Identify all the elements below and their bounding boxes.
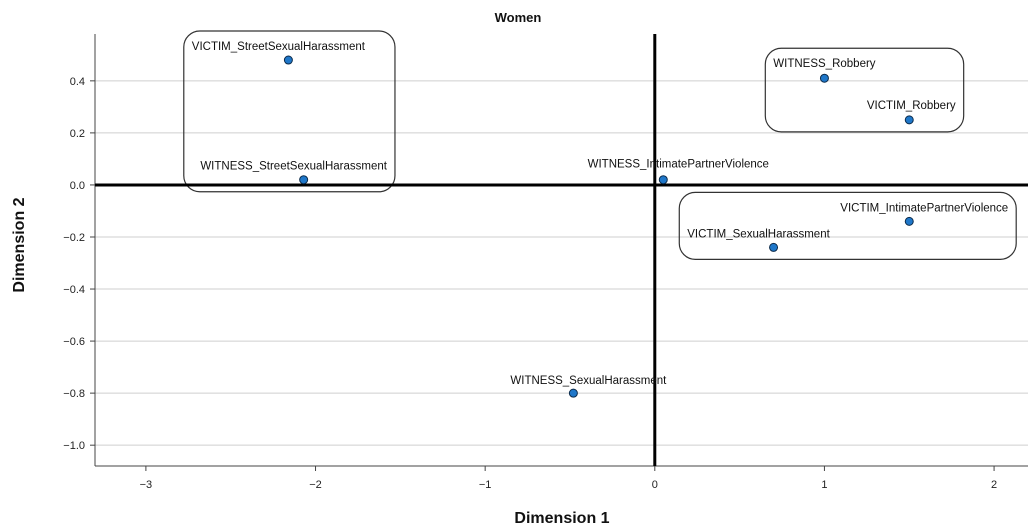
data-point	[904, 115, 914, 125]
group-box	[764, 47, 965, 133]
gridlines	[95, 80, 1028, 446]
x-tick-label: 0	[652, 479, 658, 491]
group-box	[183, 30, 396, 193]
data-point	[658, 175, 668, 185]
point-label: VICTIM_SexualHarassment	[687, 228, 830, 240]
x-tick-label: −3	[140, 479, 153, 491]
x-axis-title: Dimension 1	[514, 510, 609, 527]
y-tick-label: −1.0	[63, 440, 85, 452]
y-tick-label: 0.2	[70, 128, 85, 140]
axes: 0.4 0.2 0.0 −0.2 −0.4 −0.6 −0.8 −1.0 −3 −2 −1 0 1 2	[63, 34, 1028, 491]
point-label: WITNESS_SexualHarassment	[510, 375, 667, 387]
group-boxes	[183, 30, 1017, 260]
point-label: VICTIM_Robbery	[867, 100, 956, 112]
data-point	[568, 388, 578, 398]
y-tick-label: 0.0	[70, 180, 85, 192]
x-tick-label: −2	[309, 479, 322, 491]
y-tick-label: −0.2	[63, 232, 85, 244]
point-labels: VICTIM_StreetSexualHarassment WITNESS_Str…	[192, 41, 1008, 387]
data-point	[904, 216, 914, 226]
x-tick-label: 1	[821, 479, 827, 491]
point-label: VICTIM_IntimatePartnerViolence	[840, 202, 1008, 214]
point-label: VICTIM_StreetSexualHarassment	[192, 41, 366, 53]
y-tick-label: −0.8	[63, 388, 85, 400]
x-tick-label: −1	[479, 479, 492, 491]
data-point	[283, 55, 293, 65]
group-box	[678, 191, 1017, 260]
data-points	[283, 55, 914, 398]
point-label: WITNESS_Robbery	[773, 58, 876, 70]
chart-title: Women	[495, 10, 542, 25]
y-tick-label: −0.6	[63, 336, 85, 348]
y-axis-title: Dimension 2	[11, 197, 28, 292]
point-label: WITNESS_StreetSexualHarassment	[200, 161, 387, 173]
data-point	[819, 73, 829, 83]
data-point	[769, 242, 779, 252]
x-tick-label: 2	[991, 479, 997, 491]
data-point	[299, 175, 309, 185]
y-tick-label: −0.4	[63, 284, 85, 296]
point-label: WITNESS_IntimatePartnerViolence	[588, 159, 769, 171]
y-tick-label: 0.4	[70, 76, 85, 88]
reference-lines	[95, 34, 1028, 466]
